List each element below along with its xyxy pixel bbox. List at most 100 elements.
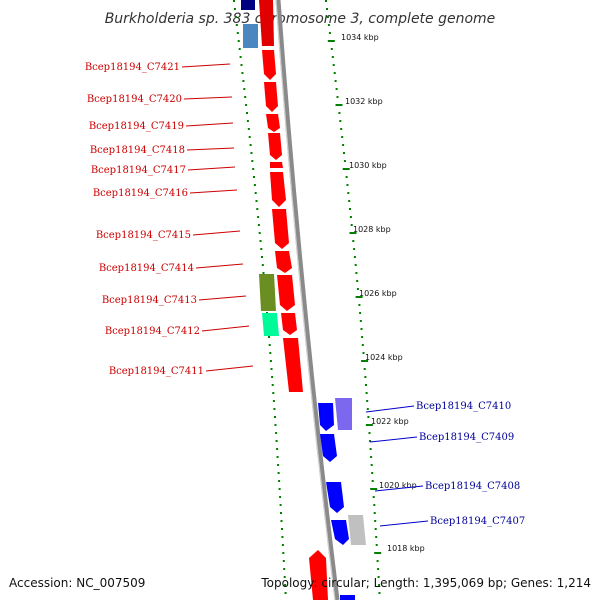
gene-block-slateblue[interactable]: [335, 398, 352, 430]
gene-label-left[interactable]: Bcep18194_C7412: [105, 326, 200, 337]
label-leader: [189, 189, 238, 194]
gene-arrow[interactable]: [281, 313, 297, 335]
scale-tick: [369, 448, 372, 450]
scale-tick: [331, 56, 334, 58]
scale-tick: [346, 184, 349, 186]
scale-tick: [258, 232, 261, 234]
scale-tick: [328, 32, 331, 34]
gene-arrow-rev[interactable]: [320, 434, 337, 462]
scale-tick: [246, 120, 249, 122]
gene-arrow-rev[interactable]: [331, 520, 349, 545]
scale-tick: [343, 160, 346, 162]
gene-label-left[interactable]: Bcep18194_C7417: [91, 165, 186, 176]
scale-tick: [332, 64, 335, 66]
gene-arrow[interactable]: [270, 162, 283, 168]
scale-tick: [336, 96, 339, 98]
kbp-scale: 1034 kbp 1032 kbp 1030 kbp 1028 kbp 1026…: [341, 33, 425, 553]
gene-arrow[interactable]: [283, 338, 303, 392]
gene-arrow-rev[interactable]: [326, 482, 344, 513]
kbp-label: 1020 kbp: [379, 481, 417, 490]
gene-arrow[interactable]: [266, 114, 280, 132]
scale-tick: [364, 376, 367, 378]
gene-block-bottom[interactable]: [340, 595, 355, 600]
gene-block-top[interactable]: [241, 0, 255, 10]
scale-tick: [342, 168, 350, 170]
gene-label-left[interactable]: Bcep18194_C7418: [90, 145, 185, 156]
gene-arrow[interactable]: [264, 82, 278, 112]
scale-tick: [330, 48, 333, 50]
scale-tick: [261, 264, 264, 266]
gene-label-left[interactable]: Bcep18194_C7414: [99, 263, 194, 274]
scale-tick: [268, 344, 271, 346]
gene-arrow[interactable]: [270, 172, 286, 207]
gene-label-right[interactable]: Bcep18194_C7409: [419, 432, 514, 443]
gene-arrow[interactable]: [275, 251, 292, 273]
scale-tick: [370, 464, 373, 466]
scale-tick: [254, 192, 257, 194]
scale-tick: [378, 584, 381, 586]
gene-label-left[interactable]: Bcep18194_C7420: [87, 94, 182, 105]
left-gene-labels: Bcep18194_C7421 Bcep18194_C7420 Bcep1819…: [85, 62, 254, 377]
label-leader: [183, 96, 233, 100]
kbp-label: 1026 kbp: [359, 289, 397, 298]
scale-tick: [363, 368, 366, 370]
gene-label-left[interactable]: Bcep18194_C7419: [89, 121, 184, 132]
scale-tick: [375, 536, 378, 538]
scale-tick: [374, 528, 377, 530]
scale-tick: [242, 80, 245, 82]
scale-tick: [345, 176, 348, 178]
scale-tick: [253, 176, 255, 178]
gene-arrow-rev[interactable]: [318, 403, 334, 431]
gene-block-aquamarine[interactable]: [262, 313, 279, 336]
scale-tick: [349, 208, 351, 210]
gene-label-left[interactable]: Bcep18194_C7416: [93, 188, 188, 199]
gene-label-right[interactable]: Bcep18194_C7407: [430, 516, 525, 527]
gene-block-silver[interactable]: [348, 515, 366, 545]
gene-arrow[interactable]: [259, 0, 274, 46]
scale-tick: [354, 264, 357, 266]
scale-tick: [356, 288, 359, 290]
scale-tick: [247, 128, 250, 130]
scale-tick: [373, 504, 376, 506]
scale-tick: [333, 72, 336, 74]
scale-tick: [361, 336, 364, 338]
scale-tick: [325, 0, 327, 2]
scale-tick: [245, 104, 248, 106]
scale-tick: [237, 40, 240, 42]
label-leader: [195, 263, 244, 269]
scale-tick: [360, 328, 363, 330]
scale-tick: [276, 448, 279, 450]
gene-arrow[interactable]: [309, 550, 328, 600]
gene-label-left[interactable]: Bcep18194_C7411: [109, 366, 204, 377]
inner-tick-track: [233, 0, 287, 594]
gene-block-olive[interactable]: [259, 274, 276, 311]
gene-arrow[interactable]: [262, 50, 276, 80]
scale-tick: [352, 240, 355, 242]
scale-tick: [251, 160, 254, 162]
gene-arrow[interactable]: [272, 209, 289, 249]
gene-label-right[interactable]: Bcep18194_C7408: [425, 481, 520, 492]
scale-tick: [348, 200, 351, 202]
gene-block-steelblue[interactable]: [243, 24, 258, 48]
gene-label-right[interactable]: Bcep18194_C7410: [416, 401, 511, 412]
label-leader: [205, 365, 254, 372]
gene-label-left[interactable]: Bcep18194_C7413: [102, 295, 197, 306]
scale-tick: [269, 352, 272, 354]
gene-arrow[interactable]: [268, 133, 282, 160]
scale-tick: [275, 440, 278, 442]
scale-tick: [269, 360, 272, 362]
scale-tick: [373, 512, 376, 514]
label-leader: [369, 436, 418, 443]
gene-label-left[interactable]: Bcep18194_C7415: [96, 230, 191, 241]
scale-tick: [279, 504, 282, 506]
scale-tick: [271, 376, 274, 378]
scale-tick: [279, 496, 282, 498]
label-leader: [198, 295, 247, 301]
scale-tick: [362, 352, 365, 354]
outer-tick-track: [325, 0, 382, 594]
scale-tick: [335, 104, 343, 106]
gene-arrow[interactable]: [277, 275, 295, 311]
scale-tick: [255, 200, 258, 202]
scale-tick: [278, 480, 281, 482]
gene-label-left[interactable]: Bcep18194_C7421: [85, 62, 180, 73]
